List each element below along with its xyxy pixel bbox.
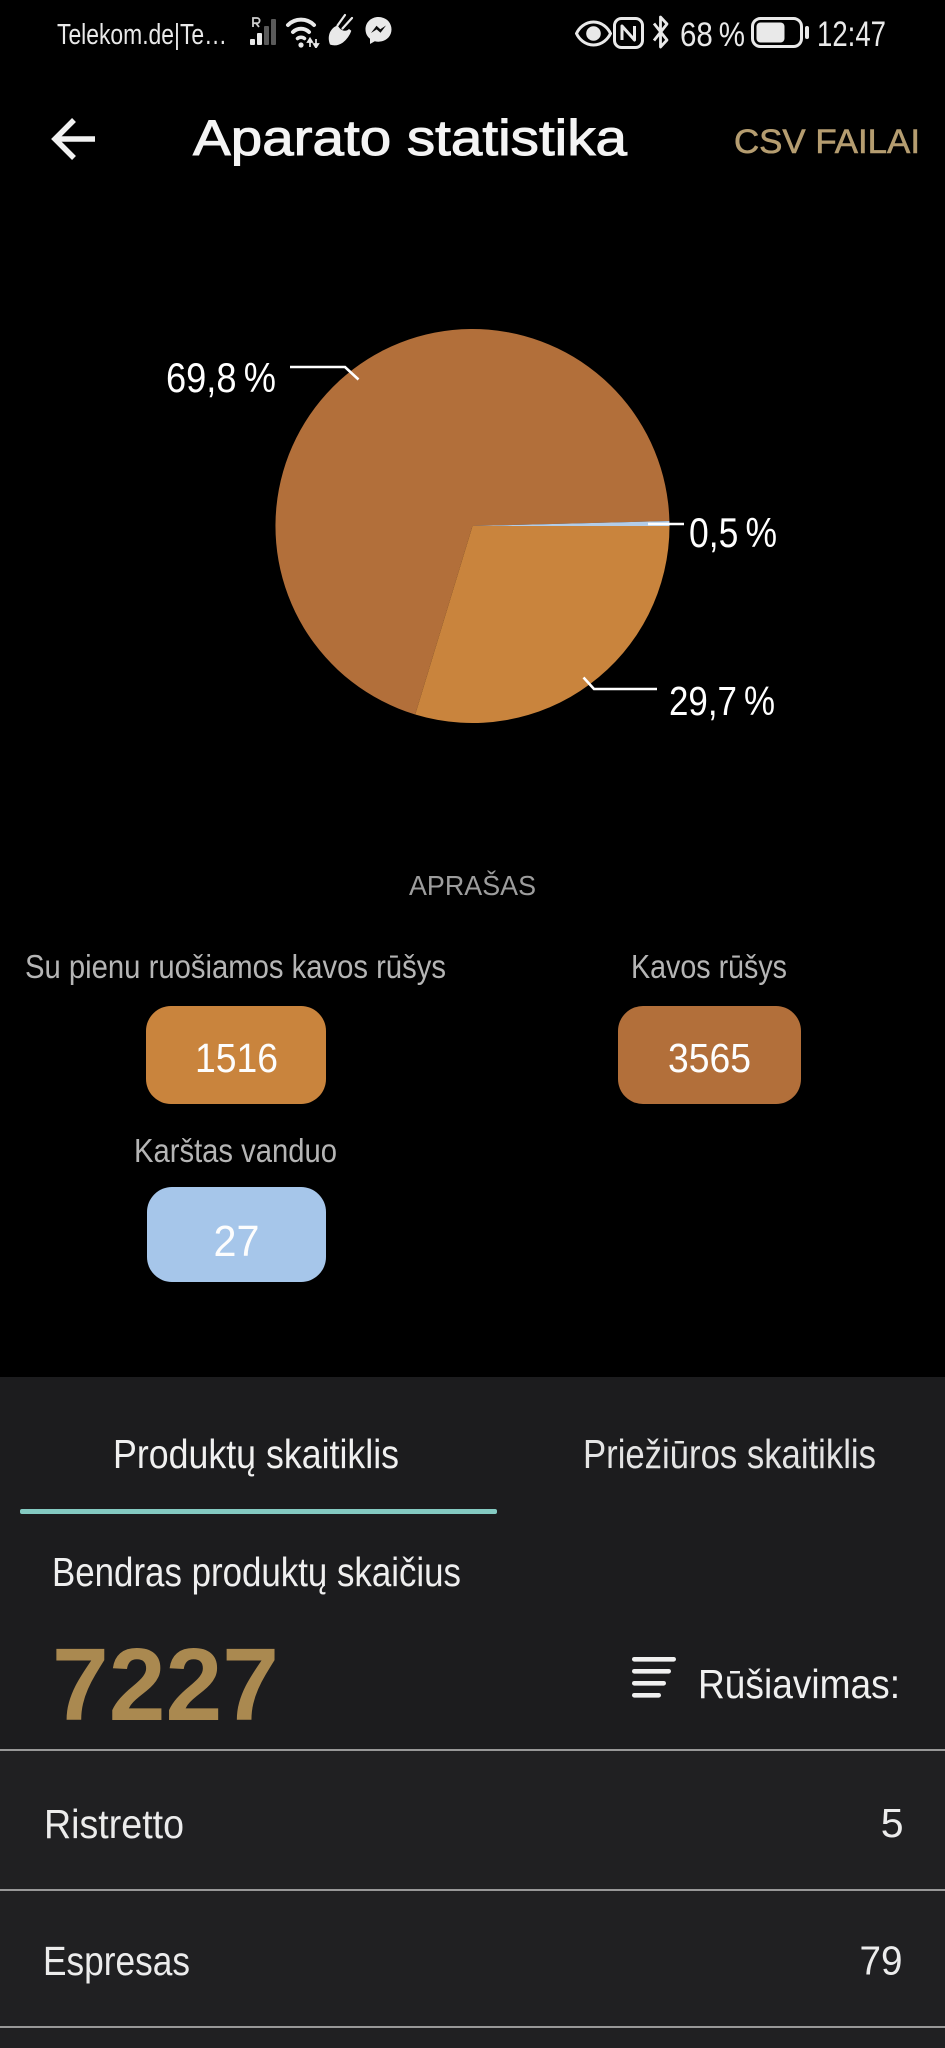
- svg-text:79: 79: [860, 1938, 903, 1984]
- svg-text:Rūšiavimas:: Rūšiavimas:: [698, 1661, 900, 1707]
- svg-text:CSV FAILAI: CSV FAILAI: [734, 123, 920, 161]
- svg-text:12:47: 12:47: [817, 15, 886, 54]
- svg-text:Espresas: Espresas: [43, 1938, 190, 1984]
- svg-text:69,8 %: 69,8 %: [166, 354, 276, 401]
- svg-text:0,5 %: 0,5 %: [689, 509, 777, 556]
- svg-text:Karštas vanduo: Karštas vanduo: [134, 1132, 337, 1169]
- svg-text:29,7 %: 29,7 %: [669, 678, 775, 724]
- svg-text:Priežiūros skaitiklis: Priežiūros skaitiklis: [583, 1431, 876, 1477]
- svg-text:APRAŠAS: APRAŠAS: [409, 870, 536, 901]
- svg-text:27: 27: [214, 1217, 260, 1266]
- svg-text:Ristretto: Ristretto: [44, 1801, 184, 1847]
- svg-text:Produktų skaitiklis: Produktų skaitiklis: [113, 1431, 399, 1477]
- svg-text:7227: 7227: [52, 1627, 279, 1742]
- svg-text:3565: 3565: [668, 1035, 751, 1081]
- svg-text:Kavos rūšys: Kavos rūšys: [631, 948, 787, 985]
- svg-text:68 %: 68 %: [680, 16, 745, 54]
- svg-text:Telekom.de|Te…: Telekom.de|Te…: [57, 19, 227, 51]
- svg-text:5: 5: [881, 1800, 904, 1846]
- svg-text:Su pienu ruošiamos kavos rūšys: Su pienu ruošiamos kavos rūšys: [25, 948, 446, 985]
- svg-text:Bendras produktų skaičius: Bendras produktų skaičius: [52, 1549, 461, 1595]
- svg-text:Aparato statistika: Aparato statistika: [193, 110, 627, 166]
- svg-text:1516: 1516: [195, 1035, 278, 1081]
